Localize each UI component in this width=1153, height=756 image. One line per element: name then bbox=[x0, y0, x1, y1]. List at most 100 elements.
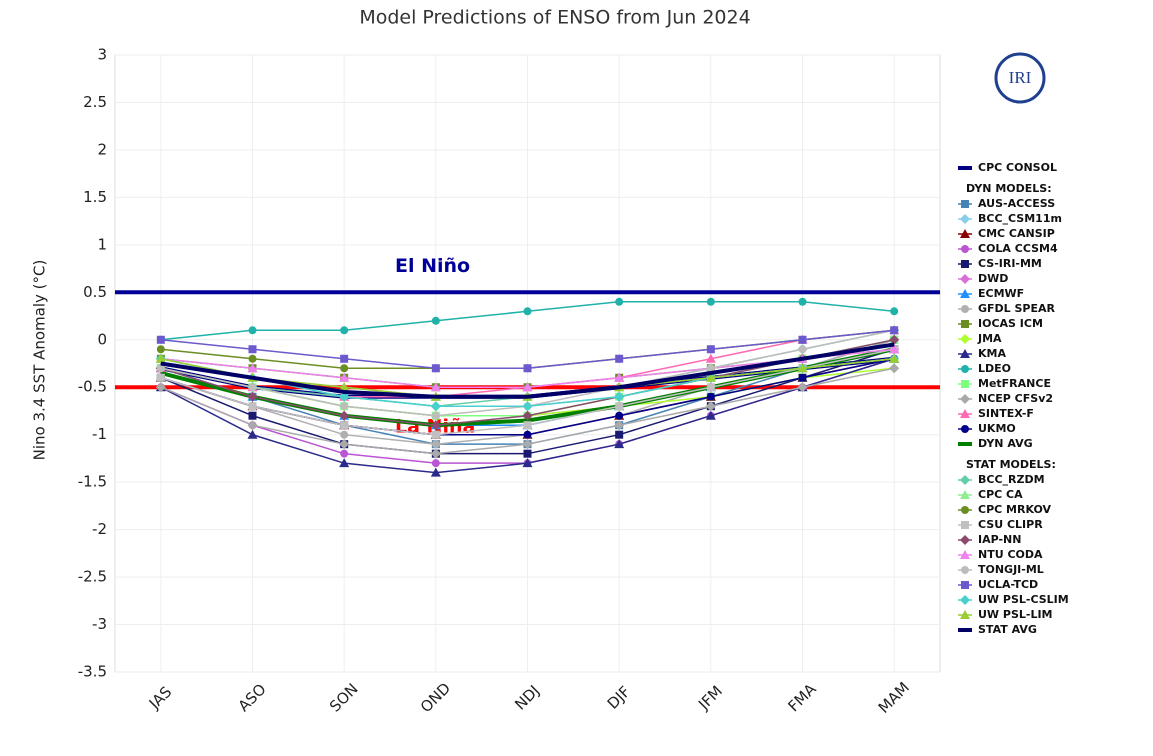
marker bbox=[797, 382, 808, 393]
x-tick-label: MAM bbox=[875, 678, 913, 716]
marker bbox=[523, 364, 532, 373]
marker bbox=[705, 410, 716, 420]
logo: IRI bbox=[1009, 68, 1032, 87]
legend-label: CPC CA bbox=[978, 488, 1023, 501]
legend-label: BCC_RZDM bbox=[978, 473, 1045, 486]
y-tick-label: 0 bbox=[97, 330, 107, 348]
y-tick-label: -3.5 bbox=[78, 663, 107, 681]
marker bbox=[889, 334, 900, 345]
legend-label: GFDL SPEAR bbox=[978, 302, 1056, 315]
marker bbox=[431, 459, 440, 468]
marker bbox=[523, 421, 532, 430]
y-tick-label: 1 bbox=[97, 235, 107, 253]
legend-label: STAT AVG bbox=[978, 623, 1037, 636]
marker bbox=[522, 382, 533, 392]
marker bbox=[797, 363, 808, 373]
marker bbox=[340, 421, 349, 430]
marker bbox=[960, 409, 970, 418]
legend-label: JMA bbox=[977, 332, 1002, 345]
marker bbox=[614, 391, 625, 402]
legend-label: UKMO bbox=[978, 422, 1016, 435]
marker bbox=[889, 353, 900, 363]
marker bbox=[615, 402, 624, 411]
threshold-label: El Niño bbox=[395, 255, 470, 277]
marker bbox=[961, 425, 969, 433]
marker bbox=[339, 458, 350, 468]
marker bbox=[615, 430, 624, 439]
marker bbox=[889, 363, 900, 374]
marker bbox=[614, 372, 625, 382]
marker bbox=[156, 364, 165, 373]
marker bbox=[340, 326, 349, 335]
legend-label: UCLA-TCD bbox=[978, 578, 1038, 591]
marker bbox=[430, 420, 441, 431]
legend-label: CPC CONSOL bbox=[978, 161, 1057, 174]
marker bbox=[248, 326, 257, 335]
marker bbox=[248, 354, 257, 363]
marker bbox=[960, 274, 970, 284]
y-tick-label: 2 bbox=[97, 140, 107, 158]
marker bbox=[155, 353, 166, 363]
marker bbox=[960, 334, 970, 344]
marker bbox=[960, 349, 970, 358]
marker bbox=[961, 245, 969, 253]
marker bbox=[798, 335, 807, 344]
x-tick-label: ASO bbox=[235, 680, 270, 715]
legend-label: NTU CODA bbox=[978, 548, 1043, 561]
marker bbox=[247, 429, 258, 439]
y-tick-label: 2.5 bbox=[83, 93, 107, 111]
marker bbox=[706, 392, 715, 401]
legend-label: DWD bbox=[978, 272, 1008, 285]
marker bbox=[889, 344, 900, 354]
series-line bbox=[160, 342, 895, 399]
y-tick-label: 0.5 bbox=[83, 283, 107, 301]
marker bbox=[339, 372, 350, 382]
marker bbox=[340, 449, 349, 458]
legend-label: IAP-NN bbox=[978, 533, 1021, 546]
marker bbox=[156, 345, 165, 354]
marker bbox=[431, 440, 440, 449]
legend-label: COLA CCSM4 bbox=[978, 242, 1058, 255]
marker bbox=[705, 372, 716, 382]
legend-label: CMC CANSIP bbox=[978, 227, 1055, 240]
marker bbox=[798, 373, 807, 382]
marker bbox=[961, 365, 969, 373]
legend-label: ECMWF bbox=[978, 287, 1024, 300]
x-tick-label: SON bbox=[326, 680, 362, 716]
legend-label: CSU CLIPR bbox=[978, 518, 1043, 531]
marker bbox=[615, 297, 624, 306]
y-tick-label: -2.5 bbox=[78, 568, 107, 586]
marker bbox=[339, 410, 350, 421]
marker bbox=[960, 475, 970, 485]
marker bbox=[614, 420, 625, 431]
marker bbox=[430, 401, 441, 412]
marker bbox=[960, 394, 970, 404]
legend-heading: DYN MODELS: bbox=[966, 182, 1052, 195]
marker bbox=[430, 382, 441, 392]
marker bbox=[523, 449, 532, 458]
marker bbox=[960, 214, 970, 224]
y-tick-label: -0.5 bbox=[78, 378, 107, 396]
legend-label: NCEP CFSv2 bbox=[978, 392, 1053, 405]
marker bbox=[340, 354, 349, 363]
y-tick-label: -1 bbox=[92, 425, 107, 443]
y-tick-label: -3 bbox=[92, 615, 107, 633]
marker bbox=[523, 430, 532, 439]
legend-label: MetFRANCE bbox=[978, 377, 1051, 390]
marker bbox=[960, 550, 970, 559]
x-tick-label: JFM bbox=[694, 682, 726, 714]
marker bbox=[960, 490, 970, 499]
marker bbox=[706, 364, 715, 373]
marker bbox=[960, 535, 970, 545]
marker bbox=[615, 354, 624, 363]
marker bbox=[247, 391, 258, 402]
marker bbox=[522, 410, 533, 421]
marker bbox=[431, 316, 440, 325]
marker bbox=[706, 297, 715, 306]
marker bbox=[961, 380, 969, 388]
marker bbox=[798, 345, 807, 354]
y-tick-label: -1.5 bbox=[78, 473, 107, 491]
marker bbox=[961, 320, 969, 328]
